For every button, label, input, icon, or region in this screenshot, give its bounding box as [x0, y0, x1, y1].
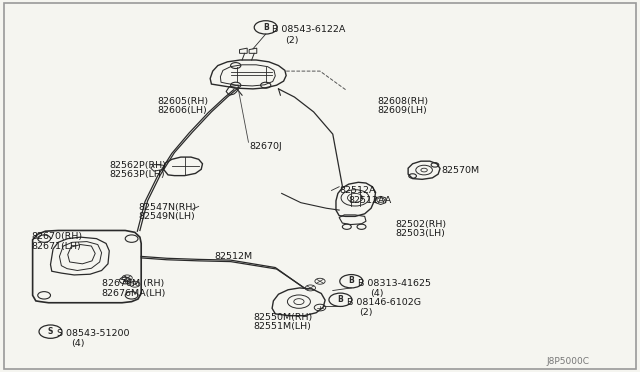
Text: 82512M: 82512M: [214, 252, 253, 261]
Text: 82550M(RH): 82550M(RH): [253, 313, 312, 322]
Text: 82606(LH): 82606(LH): [157, 106, 207, 115]
Text: 82676MA(LH): 82676MA(LH): [102, 289, 166, 298]
Text: J8P5000C: J8P5000C: [547, 357, 589, 366]
Text: (2): (2): [285, 36, 298, 45]
Text: 82676M (RH): 82676M (RH): [102, 279, 164, 288]
Text: 82547N(RH): 82547N(RH): [138, 203, 196, 212]
Text: (4): (4): [370, 289, 383, 298]
Text: B 08313-41625: B 08313-41625: [358, 279, 431, 288]
Text: 82570M: 82570M: [442, 166, 479, 174]
Text: S: S: [48, 327, 53, 336]
Text: 82608(RH): 82608(RH): [378, 97, 429, 106]
Text: B 08543-6122A: B 08543-6122A: [272, 25, 346, 34]
Text: 82551M(LH): 82551M(LH): [253, 322, 311, 331]
Text: 82605(RH): 82605(RH): [157, 97, 208, 106]
Text: B 08146-6102G: B 08146-6102G: [348, 298, 422, 307]
Text: 82549N(LH): 82549N(LH): [138, 212, 195, 221]
Text: 82563P(LH): 82563P(LH): [109, 170, 165, 179]
Text: 82503(LH): 82503(LH): [396, 230, 445, 238]
Text: 82562P(RH): 82562P(RH): [109, 161, 166, 170]
Text: 82670(RH): 82670(RH): [31, 232, 83, 241]
Text: 82671(LH): 82671(LH): [31, 241, 81, 251]
Text: (4): (4): [71, 339, 84, 348]
Text: 82609(LH): 82609(LH): [378, 106, 428, 115]
Text: S 08543-51200: S 08543-51200: [57, 330, 129, 339]
Text: 82670J: 82670J: [250, 142, 282, 151]
Text: B: B: [337, 295, 343, 304]
Text: B: B: [263, 23, 269, 32]
Text: B: B: [348, 276, 354, 285]
Text: 82512A: 82512A: [339, 186, 376, 195]
Text: 82502(RH): 82502(RH): [396, 220, 447, 229]
Text: 82512AA: 82512AA: [349, 196, 392, 205]
Text: (2): (2): [359, 308, 372, 317]
